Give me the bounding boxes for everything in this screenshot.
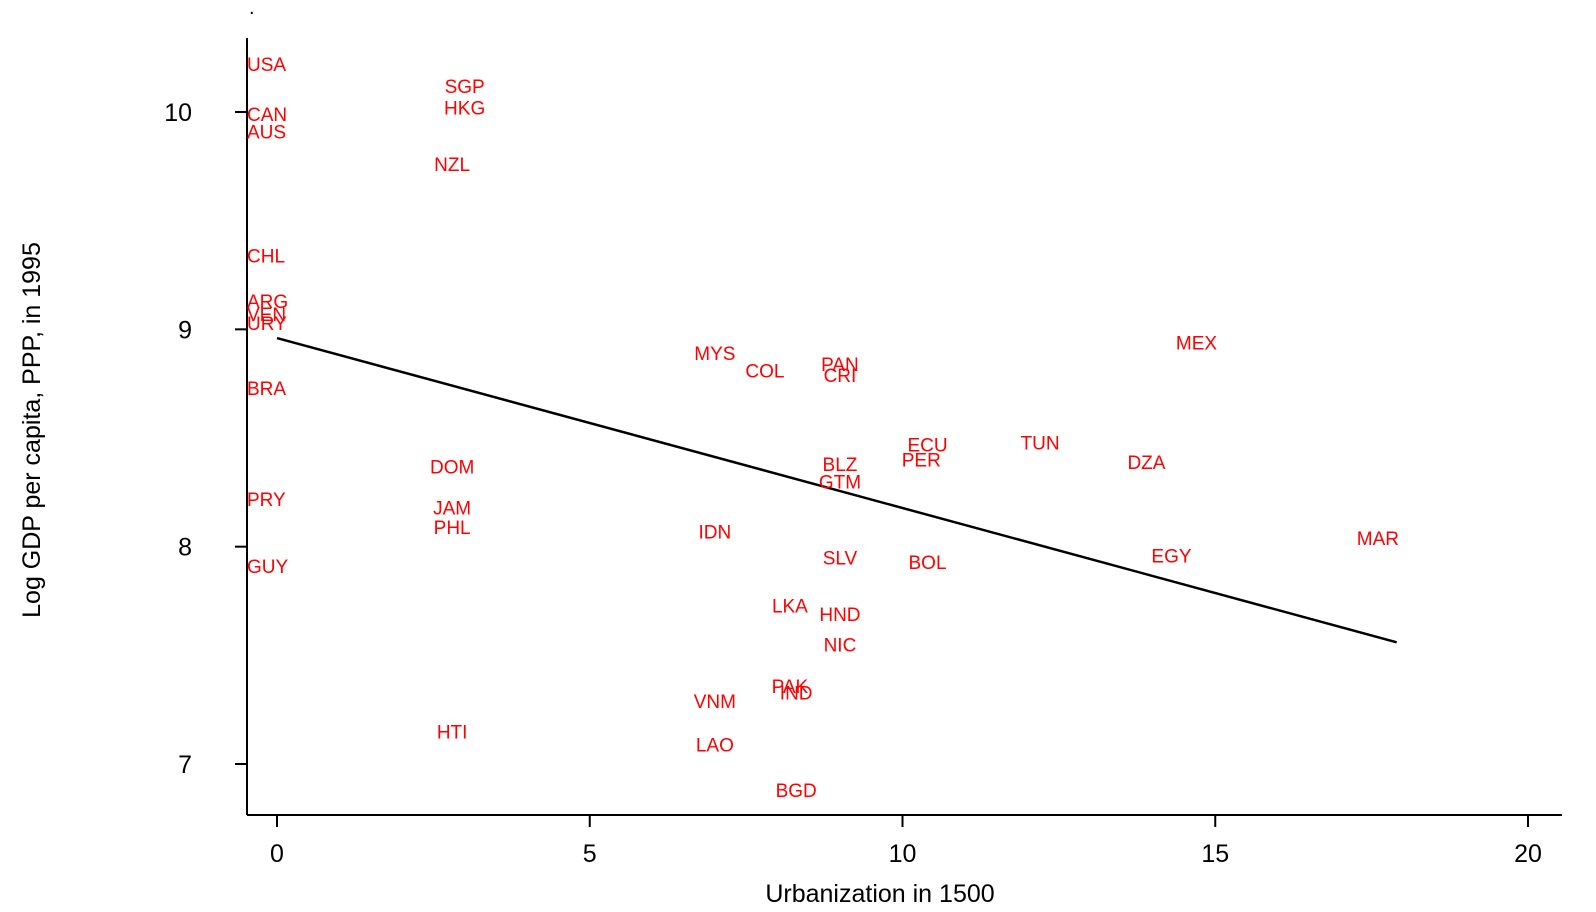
x-tick-label: 15	[1201, 840, 1229, 868]
point-label-bra: BRA	[247, 379, 286, 400]
axes	[246, 38, 1562, 816]
point-label-hnd: HND	[819, 605, 860, 626]
point-label-nzl: NZL	[434, 155, 470, 176]
point-label-bol: BOL	[909, 553, 947, 574]
y-axis-title: Log GDP per capita, PPP, in 1995	[18, 242, 46, 618]
point-label-mar: MAR	[1357, 529, 1399, 550]
y-tick-label: 10	[164, 99, 192, 127]
point-label-ind: IND	[780, 683, 813, 704]
x-tick-label: 10	[889, 840, 917, 868]
point-label-hti: HTI	[437, 722, 468, 743]
point-label-phl: PHL	[434, 518, 471, 539]
fit-line	[276, 336, 1397, 644]
point-label-blz: BLZ	[823, 455, 858, 476]
point-label-mys: MYS	[694, 344, 735, 365]
point-label-tun: TUN	[1021, 433, 1060, 454]
fit-line-group	[276, 336, 1397, 644]
point-label-gtm: GTM	[819, 472, 861, 493]
point-label-sgp: SGP	[445, 77, 485, 98]
point-label-usa: USA	[247, 55, 286, 76]
point-label-dom: DOM	[430, 457, 474, 478]
point-label-nic: NIC	[824, 635, 857, 656]
point-label-lao: LAO	[696, 735, 734, 756]
x-tick-label: 5	[583, 840, 597, 868]
point-label-aus: AUS	[247, 123, 286, 144]
point-label-egy: EGY	[1151, 546, 1191, 567]
point-label-per: PER	[902, 451, 941, 472]
point-label-pak: PAK	[772, 677, 809, 698]
point-label-hkg: HKG	[444, 99, 485, 120]
point-label-vnm: VNM	[694, 692, 736, 713]
point-label-pan: PAN	[821, 355, 859, 376]
point-label-mex: MEX	[1176, 333, 1218, 354]
point-label-lka: LKA	[772, 596, 808, 617]
corner-mark: .	[249, 0, 255, 19]
point-label-cri: CRI	[824, 366, 857, 387]
point-label-chl: CHL	[247, 246, 285, 267]
y-tick-label: 9	[178, 316, 192, 344]
point-label-can: CAN	[247, 105, 287, 126]
ticks: 0 5 10 15 20 7 8 9 10	[164, 99, 1542, 868]
point-label-pry: PRY	[247, 490, 286, 511]
x-tick-label: 0	[270, 840, 284, 868]
point-label-slv: SLV	[823, 549, 858, 570]
point-label-jam: JAM	[433, 499, 471, 520]
y-tick-label: 8	[178, 534, 192, 562]
point-label-dza: DZA	[1127, 453, 1165, 474]
point-label-ury: URY	[247, 314, 287, 335]
point-label-ecu: ECU	[907, 436, 947, 457]
x-axis-title: Urbanization in 1500	[765, 880, 994, 908]
point-label-arg: ARG	[247, 292, 288, 313]
point-label-bgd: BGD	[776, 781, 817, 802]
y-tick-label: 7	[178, 751, 192, 779]
point-label-guy: GUY	[247, 557, 289, 578]
x-tick-label: 20	[1514, 840, 1542, 868]
point-label-idn: IDN	[698, 522, 731, 543]
point-label-col: COL	[745, 362, 784, 383]
point-label-ven: VEN	[247, 305, 286, 326]
